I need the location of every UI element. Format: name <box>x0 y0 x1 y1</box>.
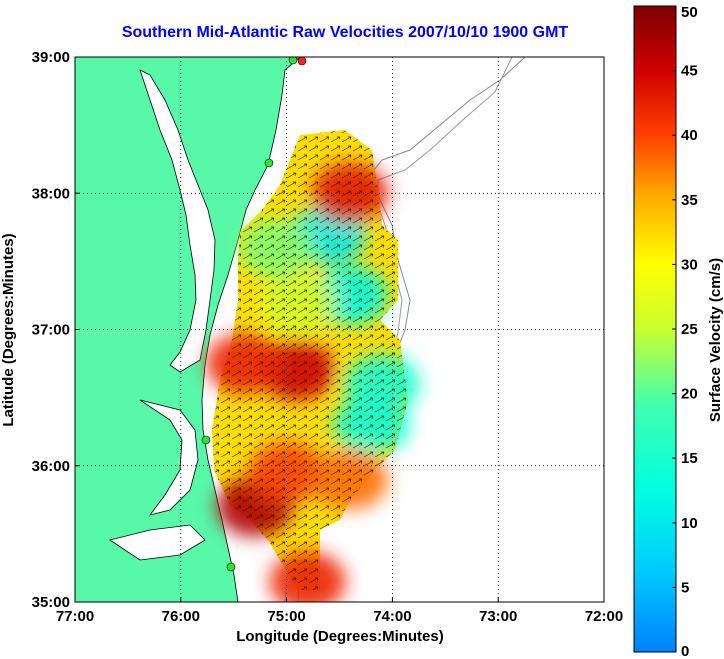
station-marker <box>201 435 211 445</box>
velocity-field <box>206 130 420 602</box>
y-tick-label: 35:00 <box>32 594 70 611</box>
colorbar-tick-label: 25 <box>681 321 698 338</box>
colorbar-tick-label: 20 <box>681 386 698 403</box>
chesapeake-bay <box>139 69 216 373</box>
coastal-sound <box>139 399 199 516</box>
colorbar-tick-label: 50 <box>681 4 698 21</box>
x-tick-label: 75:00 <box>267 608 305 625</box>
colorbar-tick-label: 0 <box>681 643 689 659</box>
station-marker <box>226 562 236 572</box>
y-axis-label: Latitude (Degrees:Minutes) <box>0 233 17 426</box>
colorbar-ticks: 0 5 10 15 20 25 30 35 40 45 50 <box>672 4 698 659</box>
colorbar-tick-label: 15 <box>681 450 698 467</box>
x-tick-label: 77:00 <box>56 608 94 625</box>
y-tick-label: 38:00 <box>32 185 70 202</box>
y-tick-label: 39:00 <box>32 49 70 66</box>
colorbar <box>633 5 677 653</box>
station-marker <box>264 158 274 168</box>
x-tick-label: 72:00 <box>585 608 623 625</box>
colorbar-tick-label: 40 <box>681 127 698 144</box>
colorbar-tick-label: 35 <box>681 192 698 209</box>
grid-lines <box>75 57 604 602</box>
plot-area <box>75 57 604 602</box>
colorbar-tick-label: 45 <box>681 63 698 80</box>
x-axis-label: Longitude (Degrees:Minutes) <box>236 628 444 645</box>
coastal-sound <box>109 524 206 561</box>
colorbar-label: Surface Velocity (cm/s) <box>707 258 724 422</box>
station-marker <box>288 57 298 65</box>
colorbar-tick-label: 10 <box>681 515 698 532</box>
y-tick-label: 37:00 <box>32 322 70 339</box>
colorbar-tick-label: 30 <box>681 256 698 273</box>
y-tick-label: 36:00 <box>32 458 70 475</box>
x-tick-label: 73:00 <box>479 608 517 625</box>
y-axis-ticks: 35:00 36:00 37:00 38:00 39:00 <box>32 49 80 611</box>
velocity-arrow-overlay <box>212 130 408 590</box>
x-tick-label: 74:00 <box>373 608 411 625</box>
x-axis-ticks: 77:00 76:00 75:00 74:00 73:00 72:00 <box>56 597 623 625</box>
x-tick-label: 76:00 <box>162 608 200 625</box>
chart-title: Southern Mid-Atlantic Raw Velocities 200… <box>122 24 569 41</box>
colorbar-tick-label: 5 <box>681 579 689 596</box>
station-marker-alert <box>297 57 307 66</box>
